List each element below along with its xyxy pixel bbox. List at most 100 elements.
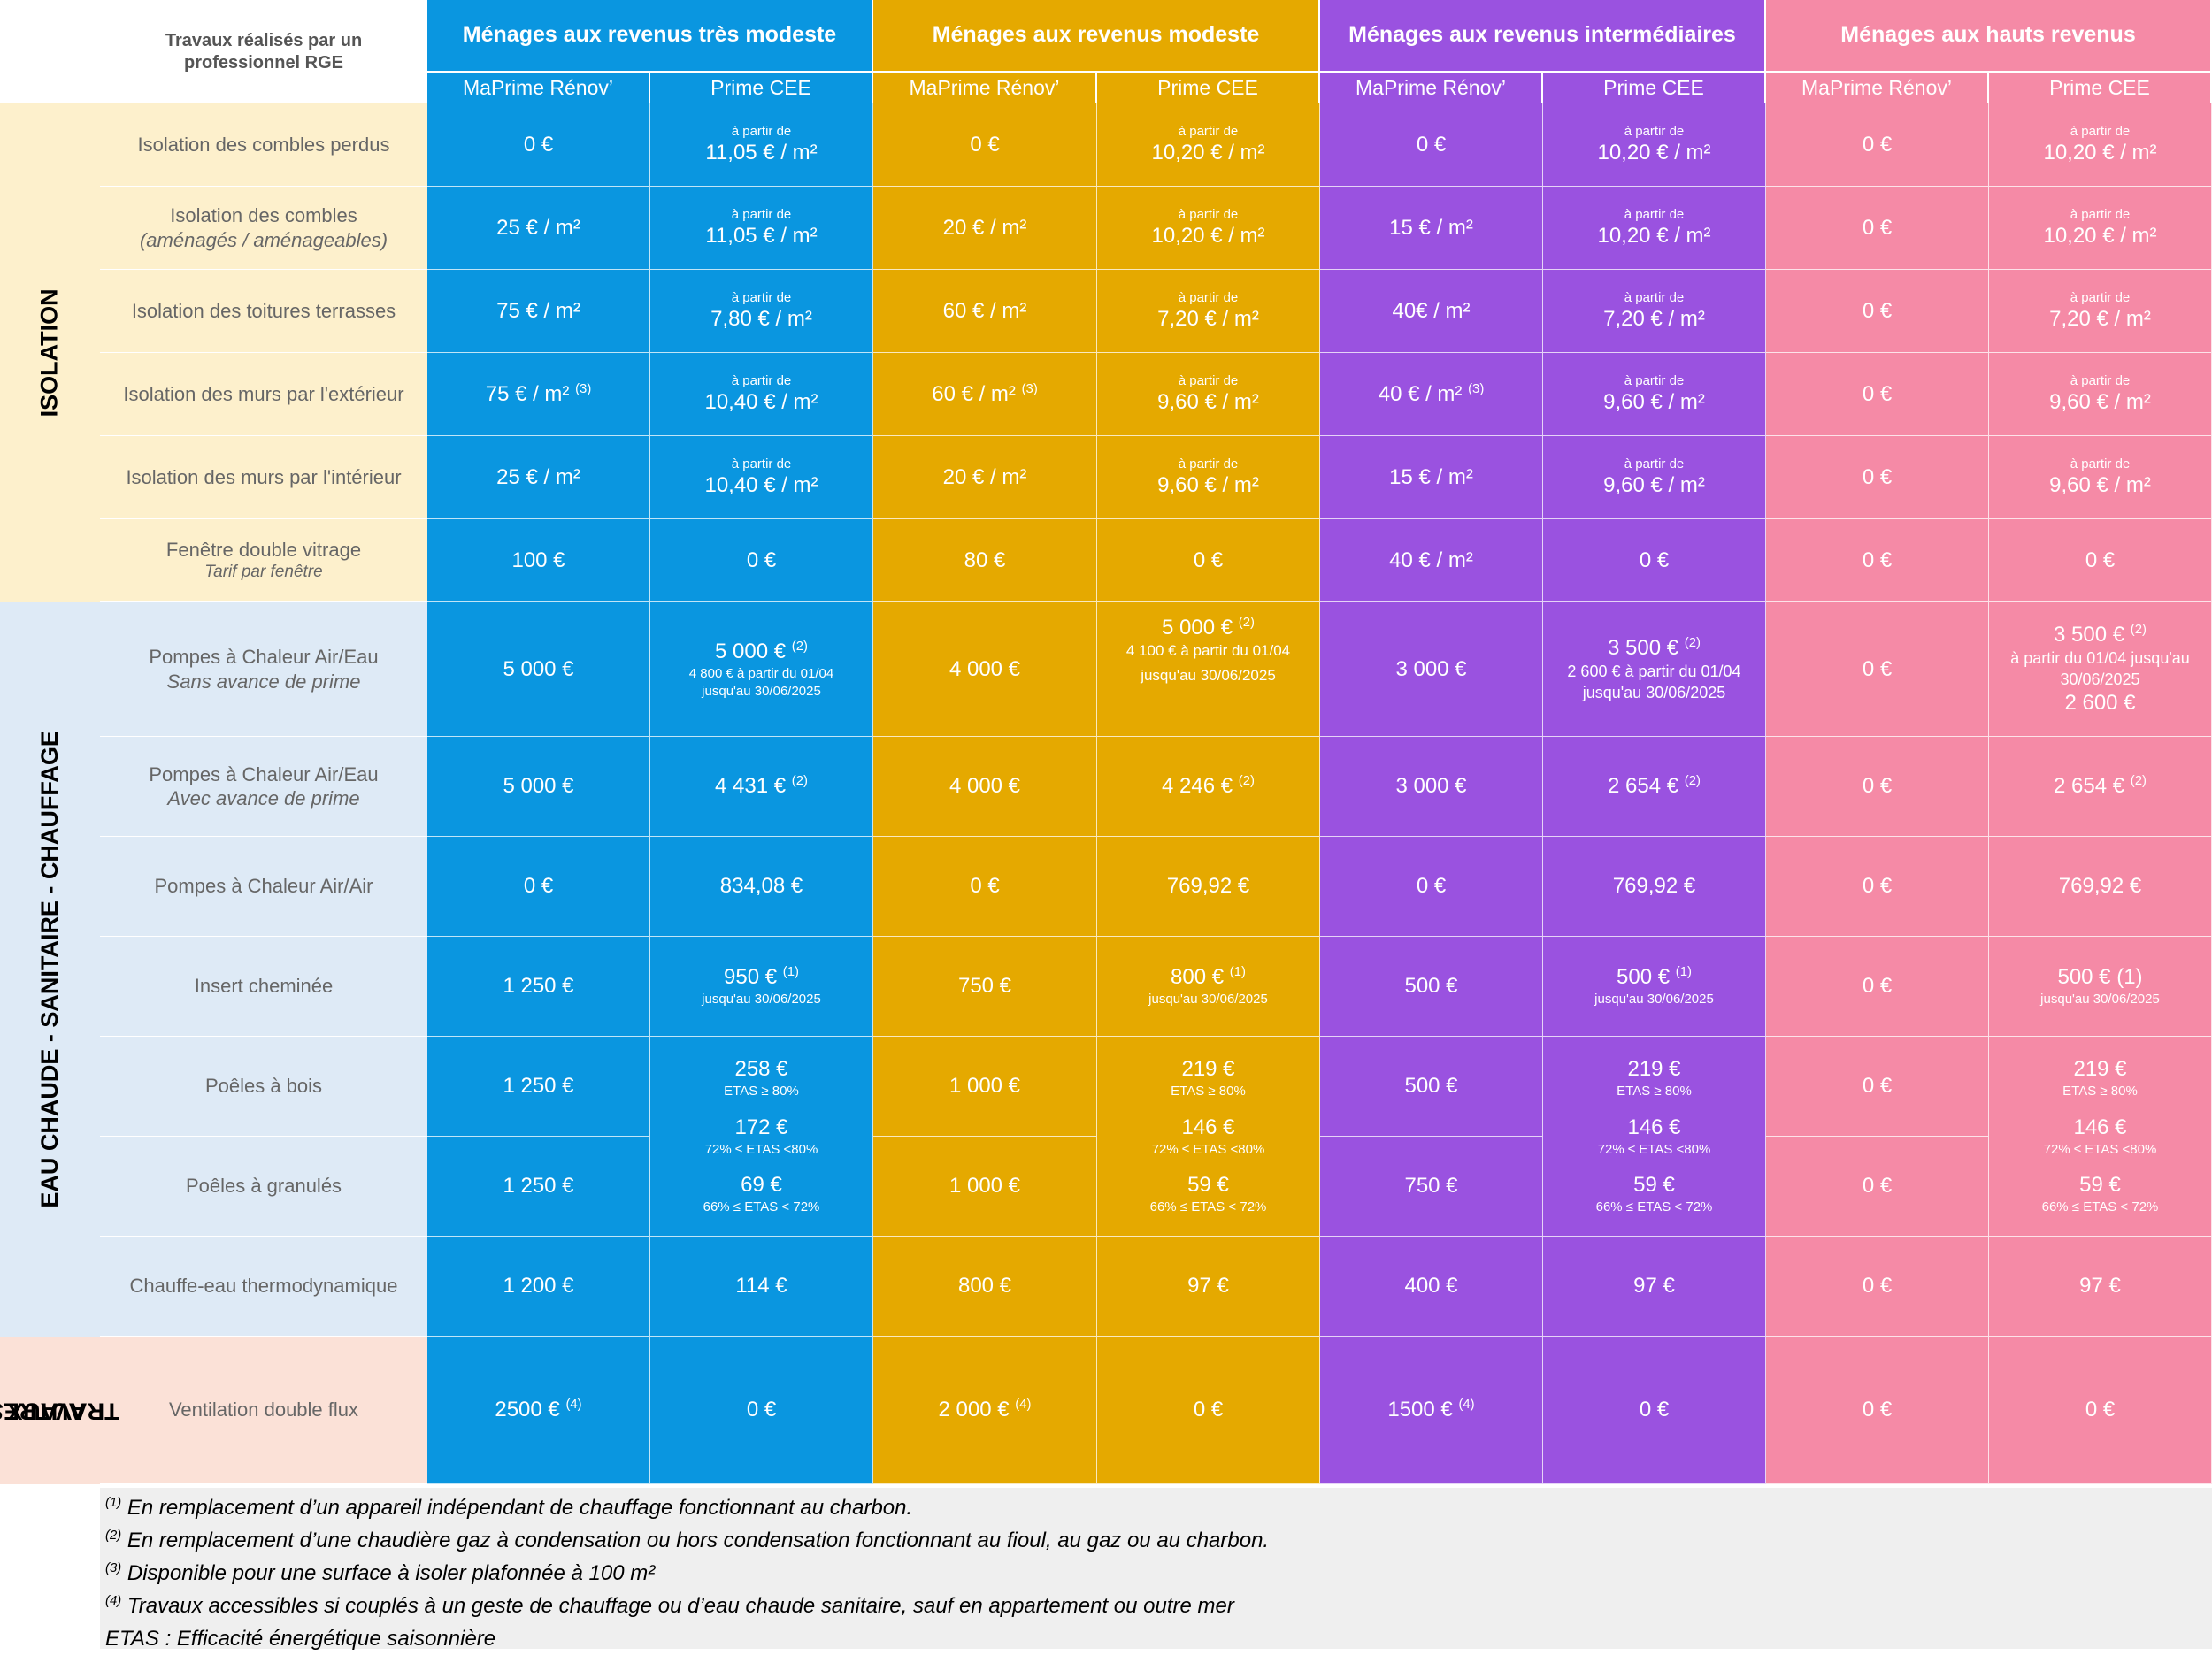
value-cell: 0 €	[1766, 1037, 1989, 1137]
value-cell: 0 €	[1543, 519, 1766, 602]
value-cell: 1 000 €	[873, 1037, 1097, 1137]
value-cell: 15 € / m²	[1320, 187, 1543, 270]
value-cell: 500 € (1) jusqu'au 30/06/2025	[1989, 937, 2212, 1037]
value-cell: à partir de 10,40 € / m²	[650, 436, 873, 519]
value-cell: 2 654 € (2)	[1543, 737, 1766, 837]
header-hauts-revenus: Ménages aux hauts revenus	[1766, 0, 2212, 71]
value-cell: 0 €	[1766, 436, 1989, 519]
value-cell: à partir de 10,20 € / m²	[1097, 103, 1320, 187]
row-label: Insert cheminée	[100, 937, 427, 1037]
value-cell: à partir de 10,20 € / m²	[1989, 187, 2212, 270]
value-cell: 1500 € (4)	[1320, 1337, 1543, 1484]
value-cell: à partir de 9,60 € / m²	[1989, 436, 2212, 519]
footnote-1: (1) En remplacement d’un appareil indépe…	[105, 1496, 913, 1520]
value-cell: 5 000 €	[427, 602, 650, 737]
value-cell: 0 €	[650, 519, 873, 602]
value-cell: à partir de 11,05 € / m²	[650, 103, 873, 187]
subheader-mpr: MaPrime Rénov’	[1766, 71, 1989, 103]
value-cell: 5 000 € (2) 4 800 € à partir du 01/04 jusq…	[650, 602, 873, 737]
value-cell: 3 500 € (2) à partir du 01/04 jusqu'au 30/…	[1989, 602, 2212, 737]
value-cell: 800 €	[873, 1237, 1097, 1337]
subheader-cee: Prime CEE	[1989, 71, 2212, 103]
value-cell: à partir de 10,20 € / m²	[1543, 187, 1766, 270]
value-cell: 2 000 € (4)	[873, 1337, 1097, 1484]
value-cell: 769,92 €	[1543, 837, 1766, 937]
category-isolation: ISOLATION	[0, 103, 100, 602]
value-cell: 0 €	[1543, 1337, 1766, 1484]
aid-table: Travaux réalisés par un professionnel RG…	[0, 0, 2212, 1484]
value-cell: 0 €	[1766, 737, 1989, 837]
value-cell: 0 €	[1766, 1137, 1989, 1237]
value-cell: 0 €	[1766, 1237, 1989, 1337]
value-cell: 3 000 €	[1320, 737, 1543, 837]
value-cell: 1 000 €	[873, 1137, 1097, 1237]
header-tres-modeste: Ménages aux revenus très modeste	[427, 0, 873, 71]
value-cell: 97 €	[1543, 1237, 1766, 1337]
value-cell: 0 €	[1766, 602, 1989, 737]
value-cell: 769,92 €	[1989, 837, 2212, 937]
value-cell: 40 € / m²	[1320, 519, 1543, 602]
value-cell: 800 € (1) jusqu'au 30/06/2025	[1097, 937, 1320, 1037]
value-cell: 0 €	[1320, 103, 1543, 187]
row-label: Poêles à granulés	[100, 1137, 427, 1237]
value-cell: à partir de 9,60 € / m²	[1097, 436, 1320, 519]
value-cell: 0 €	[427, 103, 650, 187]
value-cell: 3 000 €	[1320, 602, 1543, 737]
value-cell: 1 200 €	[427, 1237, 650, 1337]
value-cell: 20 € / m²	[873, 187, 1097, 270]
value-cell: 0 €	[650, 1337, 873, 1484]
value-cell: 4 000 €	[873, 602, 1097, 737]
value-cell: 834,08 €	[650, 837, 873, 937]
corner-blank	[0, 0, 100, 103]
row-label: Ventilation double flux	[100, 1337, 427, 1484]
value-cell: à partir de 7,20 € / m²	[1543, 270, 1766, 353]
row-label: Fenêtre double vitrage Tarif par fenêtre	[100, 519, 427, 602]
row-label: Isolation des murs par l'intérieur	[100, 436, 427, 519]
value-cell: 80 €	[873, 519, 1097, 602]
subheader-cee: Prime CEE	[650, 71, 873, 103]
value-cell: 97 €	[1097, 1237, 1320, 1337]
value-cell: 0 €	[1766, 270, 1989, 353]
value-cell-poeles-cee: 219 € ETAS ≥ 80% 146 €72% ≤ ETAS <80% 59 …	[1543, 1037, 1766, 1237]
value-cell: 60 € / m²	[873, 270, 1097, 353]
footer-margin	[0, 1488, 100, 1649]
value-cell-poeles-cee: 219 € ETAS ≥ 80% 146 €72% ≤ ETAS <80% 59 …	[1989, 1037, 2212, 1237]
value-cell: 75 € / m²	[427, 270, 650, 353]
value-cell: 950 € (1) jusqu'au 30/06/2025	[650, 937, 873, 1037]
value-cell: 97 €	[1989, 1237, 2212, 1337]
value-cell: 0 €	[1766, 1337, 1989, 1484]
value-cell: à partir de 7,20 € / m²	[1097, 270, 1320, 353]
footnotes: (1) En remplacement d’un appareil indépe…	[100, 1488, 2212, 1651]
value-cell: à partir de 9,60 € / m²	[1097, 353, 1320, 436]
value-cell: 0 €	[1766, 103, 1989, 187]
value-cell: 5 000 € (2) 4 100 € à partir du 01/04 jusq…	[1097, 602, 1320, 737]
subheader-mpr: MaPrime Rénov’	[873, 71, 1097, 103]
value-cell: 5 000 €	[427, 737, 650, 837]
value-cell: 25 € / m²	[427, 187, 650, 270]
value-cell: 1 250 €	[427, 1137, 650, 1237]
subheader-cee: Prime CEE	[1097, 71, 1320, 103]
value-cell: 0 €	[1766, 519, 1989, 602]
value-cell: à partir de 7,20 € / m²	[1989, 270, 2212, 353]
footnote-2: (2) En remplacement d’une chaudière gaz …	[105, 1529, 1270, 1552]
value-cell: 75 € / m² (3)	[427, 353, 650, 436]
value-cell: 500 € (1) jusqu'au 30/06/2025	[1543, 937, 1766, 1037]
row-label: Isolation des murs par l'extérieur	[100, 353, 427, 436]
value-cell: à partir de 11,05 € / m²	[650, 187, 873, 270]
value-cell: à partir de 10,20 € / m²	[1543, 103, 1766, 187]
value-cell: 0 €	[1766, 187, 1989, 270]
value-cell: 20 € / m²	[873, 436, 1097, 519]
row-label: Isolation des combles (aménagés / aménage…	[100, 187, 427, 270]
value-cell: 40 € / m² (3)	[1320, 353, 1543, 436]
value-cell: 769,92 €	[1097, 837, 1320, 937]
value-cell: à partir de 9,60 € / m²	[1543, 436, 1766, 519]
value-cell: à partir de 10,40 € / m²	[650, 353, 873, 436]
value-cell: 3 500 € (2) 2 600 € à partir du 01/04 jusq…	[1543, 602, 1766, 737]
value-cell: 4 000 €	[873, 737, 1097, 837]
row-label: Isolation des combles perdus	[100, 103, 427, 187]
value-cell: 40€ / m²	[1320, 270, 1543, 353]
value-cell: 500 €	[1320, 1037, 1543, 1137]
value-cell: 60 € / m² (3)	[873, 353, 1097, 436]
value-cell: à partir de 10,20 € / m²	[1097, 187, 1320, 270]
category-autres-travaux: AUTRESTRAVAUX	[0, 1337, 119, 1484]
